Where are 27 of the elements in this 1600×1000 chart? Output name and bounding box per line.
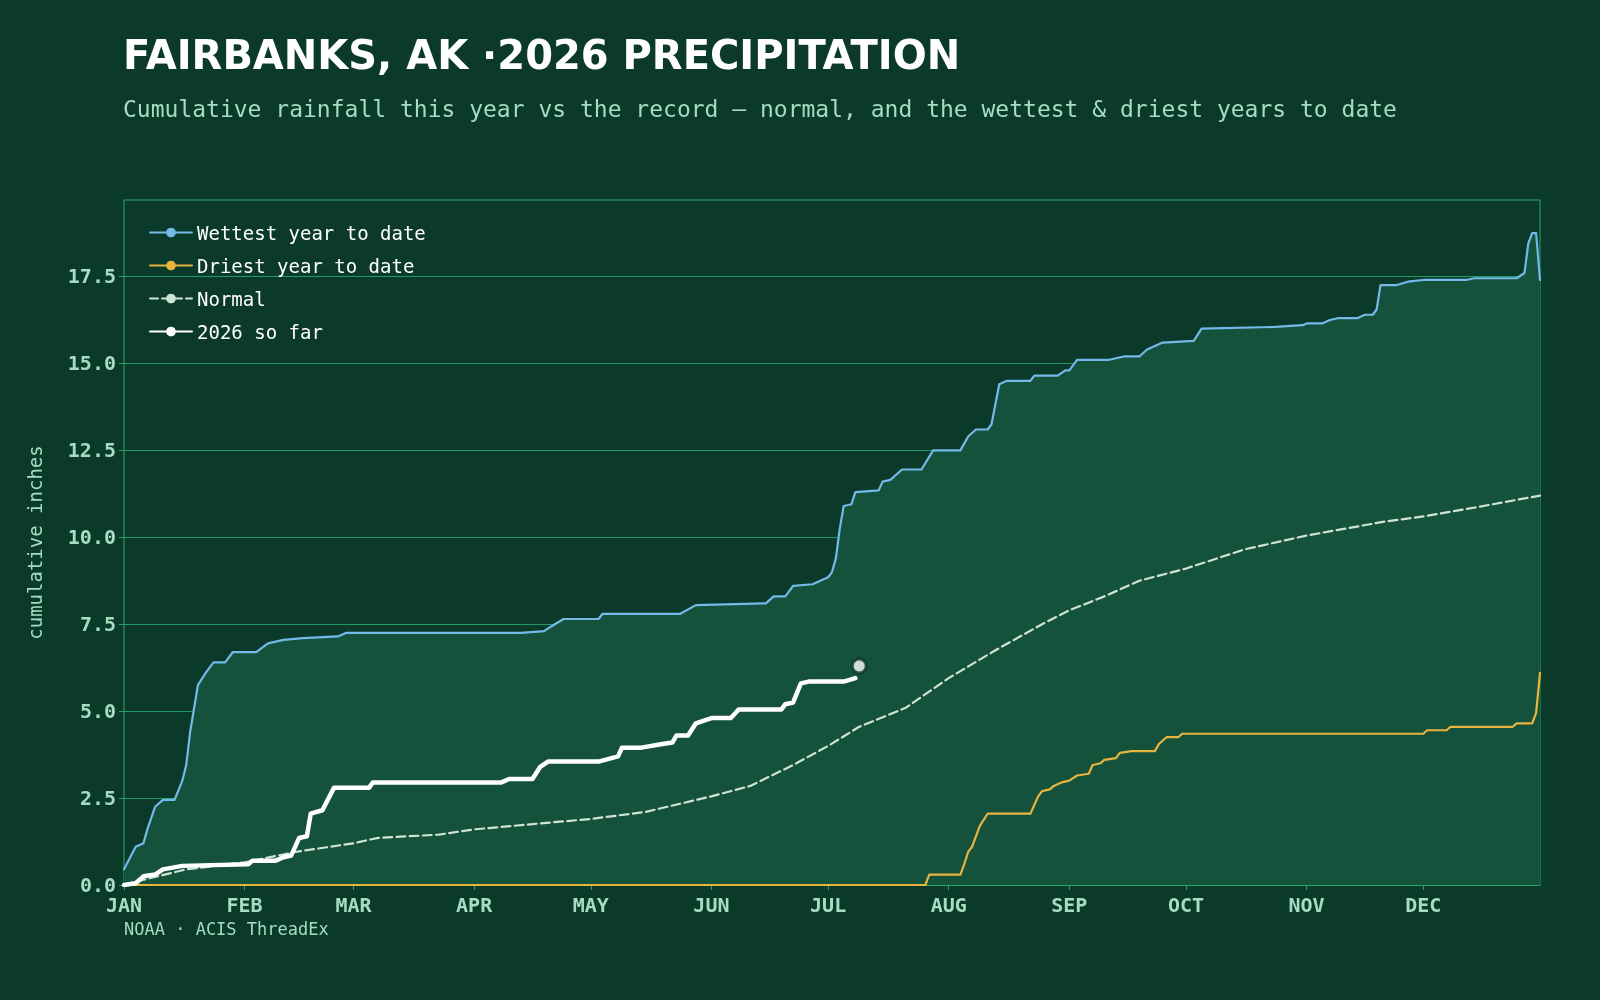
x-tick-label: JUN <box>693 893 730 917</box>
legend-label: 2026 so far <box>197 320 323 343</box>
y-tick-label: 5.0 <box>79 699 116 724</box>
x-tick-label: FEB <box>226 893 263 917</box>
y-tick-label: 17.5 <box>67 264 116 289</box>
line-series <box>121 675 858 888</box>
x-tick-label: NOV <box>1288 893 1325 917</box>
y-tick-label: 15.0 <box>67 351 116 376</box>
y-tick-label: 10.0 <box>67 525 116 550</box>
y-tick-label: 7.5 <box>79 612 116 637</box>
chart-subtitle: Cumulative rainfall this year vs the record — normal, and the wettest & driest years to date <box>123 95 1397 122</box>
chart-title: FAIRBANKS, AK ·2026 PRECIPITATION <box>123 32 961 78</box>
x-tick-label: MAR <box>335 893 373 917</box>
legend-label: Driest year to date <box>197 254 415 277</box>
x-tick-label: SEP <box>1051 893 1088 917</box>
legend-label: Normal <box>197 287 266 310</box>
y-tick-label: 2.5 <box>79 786 116 811</box>
x-tick-label: AUG <box>930 893 967 917</box>
text: NOAA · ACIS ThreadEx <box>124 918 329 939</box>
x-tick-label: MAY <box>572 893 609 917</box>
legend-label: Wettest year to date <box>197 221 426 244</box>
y-tick-label: 12.5 <box>67 438 116 463</box>
x-tick-label: JUL <box>810 893 847 917</box>
y-axis-title: cumulative inches <box>23 445 46 640</box>
x-tick-label: DEC <box>1405 893 1442 917</box>
x-tick-label: APR <box>456 893 494 917</box>
x-tick-label: OCT <box>1167 893 1205 917</box>
